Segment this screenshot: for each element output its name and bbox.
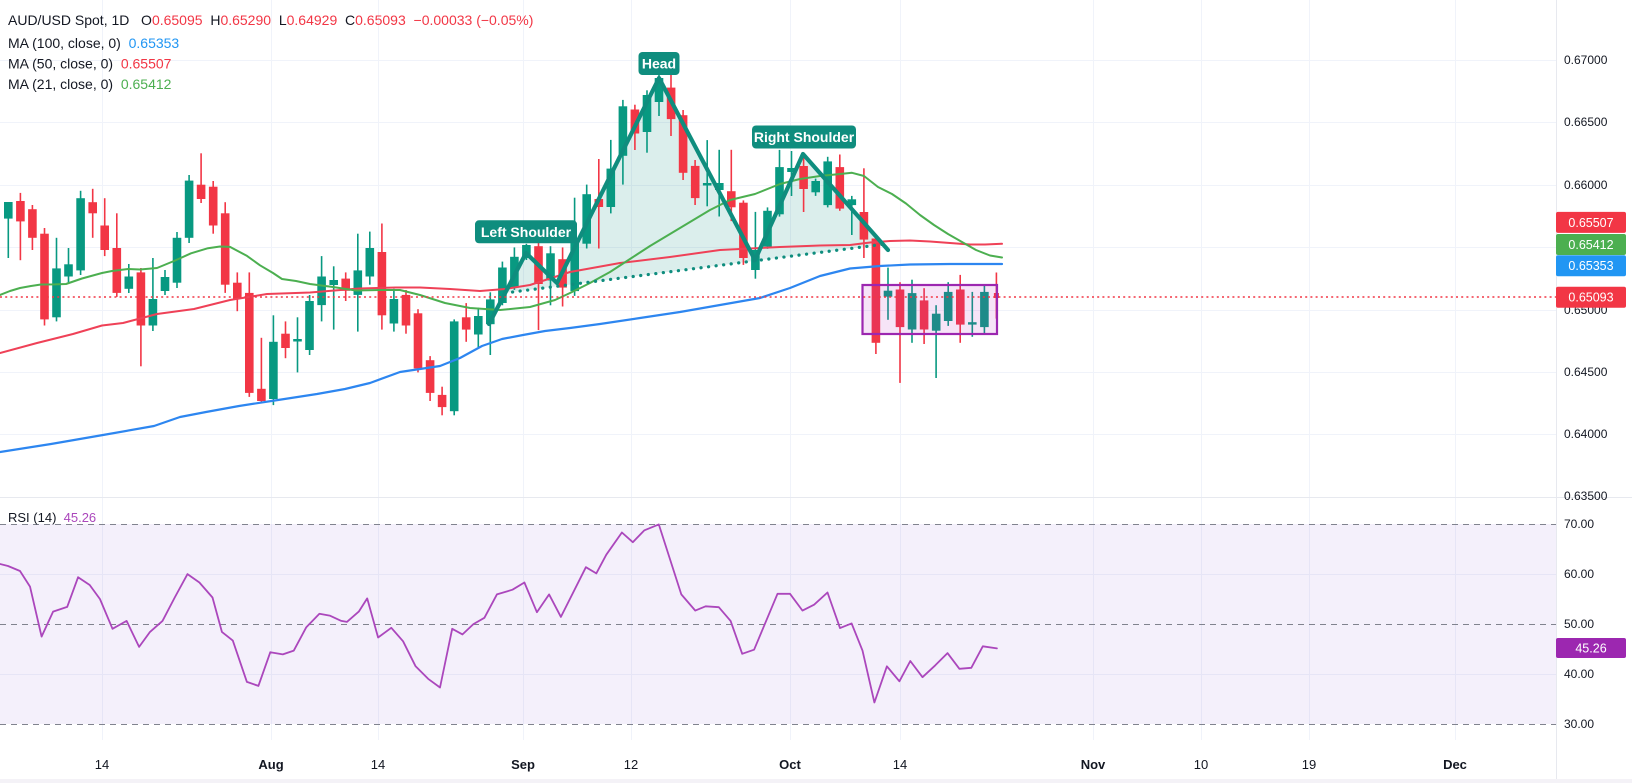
svg-text:14: 14 <box>95 757 109 772</box>
svg-text:30.00: 30.00 <box>1564 717 1594 731</box>
svg-text:Sep: Sep <box>511 757 535 772</box>
svg-text:0.67000: 0.67000 <box>1564 53 1608 67</box>
svg-text:RSI (14) 45.26: RSI (14) 45.26 <box>8 510 96 525</box>
svg-text:0.64500: 0.64500 <box>1564 365 1608 379</box>
svg-text:Head: Head <box>642 56 676 72</box>
svg-text:Aug: Aug <box>258 757 283 772</box>
svg-text:MA (21, close, 0) 0.65412: MA (21, close, 0) 0.65412 <box>8 76 172 92</box>
svg-text:0.65412: 0.65412 <box>1568 238 1613 252</box>
svg-text:60.00: 60.00 <box>1564 567 1594 581</box>
svg-text:0.64000: 0.64000 <box>1564 427 1608 441</box>
svg-text:0.65507: 0.65507 <box>1568 216 1613 230</box>
svg-text:12: 12 <box>624 757 638 772</box>
svg-text:14: 14 <box>893 757 907 772</box>
svg-text:14: 14 <box>371 757 385 772</box>
svg-text:0.63500: 0.63500 <box>1564 489 1608 503</box>
svg-text:Oct: Oct <box>779 757 801 772</box>
svg-text:Nov: Nov <box>1081 757 1106 772</box>
svg-text:MA (50, close, 0) 0.65507: MA (50, close, 0) 0.65507 <box>8 56 172 72</box>
svg-text:MA (100, close, 0) 0.65353: MA (100, close, 0) 0.65353 <box>8 35 179 51</box>
svg-text:0.66500: 0.66500 <box>1564 115 1608 129</box>
svg-text:Left Shoulder: Left Shoulder <box>481 224 572 240</box>
svg-text:19: 19 <box>1302 757 1316 772</box>
svg-text:50.00: 50.00 <box>1564 617 1594 631</box>
svg-text:0.65353: 0.65353 <box>1568 259 1613 273</box>
svg-text:70.00: 70.00 <box>1564 517 1594 531</box>
svg-text:Right Shoulder: Right Shoulder <box>754 129 855 145</box>
svg-text:45.26: 45.26 <box>1575 642 1606 656</box>
svg-text:AUD/USD Spot, 1D O0.65095 H: AUD/USD Spot, 1D O0.65095 H0.65290 L0.64… <box>8 12 533 28</box>
svg-text:0.66000: 0.66000 <box>1564 178 1608 192</box>
svg-text:Dec: Dec <box>1443 757 1467 772</box>
svg-text:40.00: 40.00 <box>1564 667 1594 681</box>
svg-text:0.65093: 0.65093 <box>1568 291 1613 305</box>
svg-text:10: 10 <box>1194 757 1208 772</box>
